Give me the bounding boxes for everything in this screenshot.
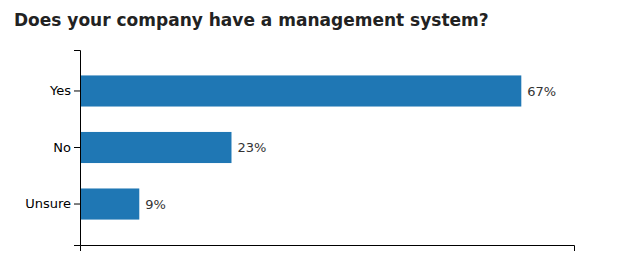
data-label: 23% — [237, 140, 266, 155]
tick-mark — [74, 90, 80, 91]
tick: Unsure — [25, 196, 80, 211]
data-labels: 67% 23% 9% — [145, 84, 556, 212]
tick: No — [53, 140, 80, 155]
tick-mark — [74, 204, 80, 205]
bar — [80, 132, 231, 163]
y-axis: Yes No Unsure — [25, 51, 80, 246]
x-axis — [81, 246, 575, 252]
tick-label: No — [53, 140, 71, 155]
bars — [80, 75, 521, 219]
chart: Does your company have a management syst… — [0, 0, 634, 275]
bar — [80, 188, 139, 219]
tick-label: Unsure — [25, 196, 71, 211]
title: Does your company have a management syst… — [14, 10, 489, 30]
tick-mark — [74, 147, 80, 148]
tick-label: Yes — [49, 83, 71, 98]
y-axis-line — [74, 51, 81, 246]
data-label: 9% — [145, 197, 166, 212]
tick: Yes — [49, 83, 80, 98]
plot: Yes No Unsure 67% 23% 9% — [25, 51, 574, 252]
x-axis-line — [81, 246, 575, 252]
data-label: 67% — [527, 84, 556, 99]
bar — [80, 75, 521, 106]
